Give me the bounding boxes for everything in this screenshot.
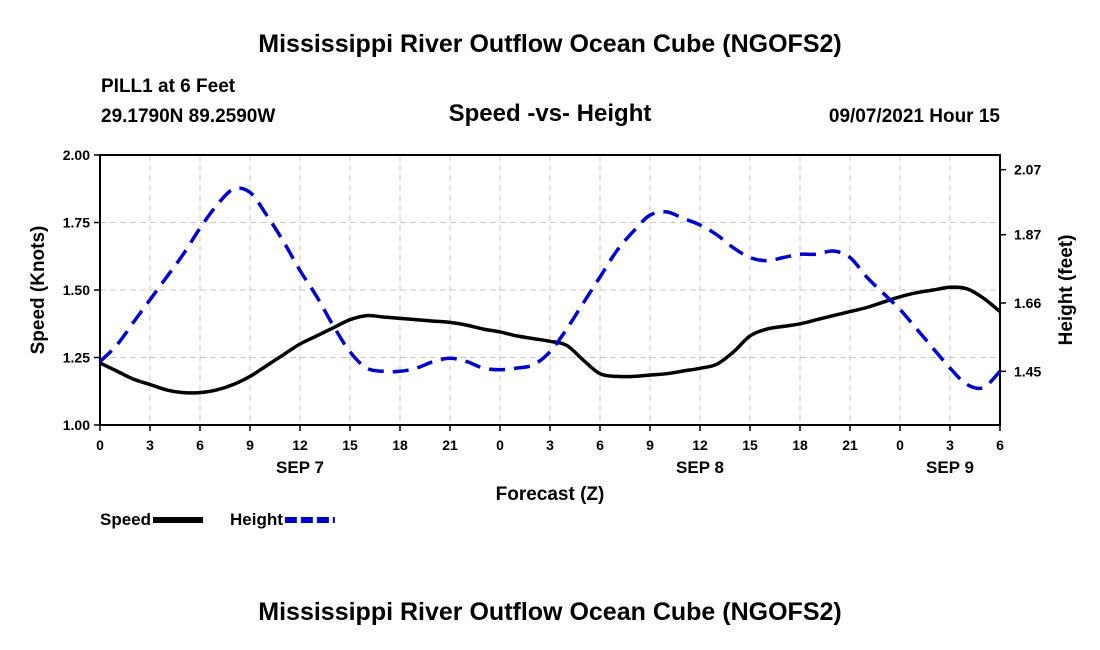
x-tick-label: 18: [392, 437, 408, 453]
legend: Speed Height: [100, 510, 335, 529]
x-tick-label: 15: [342, 437, 358, 453]
y-left-tick-label: 1.75: [63, 215, 90, 231]
y-axis-left-label: Speed (Knots): [28, 226, 49, 355]
forecast-datetime: 09/07/2021 Hour 15: [828, 106, 1000, 127]
date-label: SEP 8: [676, 458, 724, 477]
x-tick-label: 12: [692, 437, 708, 453]
chart-title-top: Mississippi River Outflow Ocean Cube (NG…: [258, 30, 842, 58]
chart-title-bottom: Mississippi River Outflow Ocean Cube (NG…: [258, 598, 842, 626]
x-tick-label: 0: [496, 437, 504, 453]
y-left-tick-label: 1.50: [63, 282, 90, 298]
chart-subtitle: Speed -vs- Height: [448, 100, 652, 127]
x-tick-label: 6: [196, 437, 204, 453]
x-tick-label: 6: [996, 437, 1004, 453]
station-label: PILL1 at 6 Feet: [101, 76, 236, 97]
x-tick-label: 21: [842, 437, 858, 453]
x-tick-label: 3: [146, 437, 154, 453]
y-left-tick-label: 1.00: [63, 417, 90, 433]
y-left-tick-label: 1.25: [63, 350, 90, 366]
x-tick-label: 0: [96, 437, 104, 453]
x-tick-label: 0: [896, 437, 904, 453]
x-tick-label: 21: [442, 437, 458, 453]
legend-label-speed: Speed: [100, 510, 151, 529]
y-right-tick-label: 1.66: [1014, 295, 1041, 311]
y-right-tick-label: 1.45: [1014, 363, 1041, 379]
x-tick-label: 12: [292, 437, 308, 453]
axis-ticks: 0 3 6 9 12 15 18 21 0 3 6 9 12 15 18 21 0 3 6 SEP 7 SEP 8 SEP…: [63, 147, 1042, 477]
y-right-tick-label: 1.87: [1014, 227, 1041, 243]
series-line-height: [98, 186, 1002, 391]
series-line-speed: [99, 285, 1002, 395]
grid-lines: [100, 155, 1000, 425]
y-axis-right-label: Height (feet): [1056, 235, 1077, 346]
x-tick-label: 15: [742, 437, 758, 453]
series-lines: [98, 186, 1002, 395]
y-left-tick-label: 2.00: [63, 147, 90, 163]
x-tick-label: 6: [596, 437, 604, 453]
x-tick-label: 9: [646, 437, 654, 453]
x-tick-label: 18: [792, 437, 808, 453]
date-label: SEP 7: [276, 458, 324, 477]
station-coordinates: 29.1790N 89.2590W: [101, 106, 276, 127]
x-tick-label: 3: [946, 437, 954, 453]
x-axis-label: Forecast (Z): [496, 484, 605, 505]
y-right-tick-label: 2.07: [1014, 162, 1041, 178]
legend-label-height: Height: [230, 510, 283, 529]
x-tick-label: 3: [546, 437, 554, 453]
x-tick-label: 9: [246, 437, 254, 453]
date-label: SEP 9: [926, 458, 974, 477]
